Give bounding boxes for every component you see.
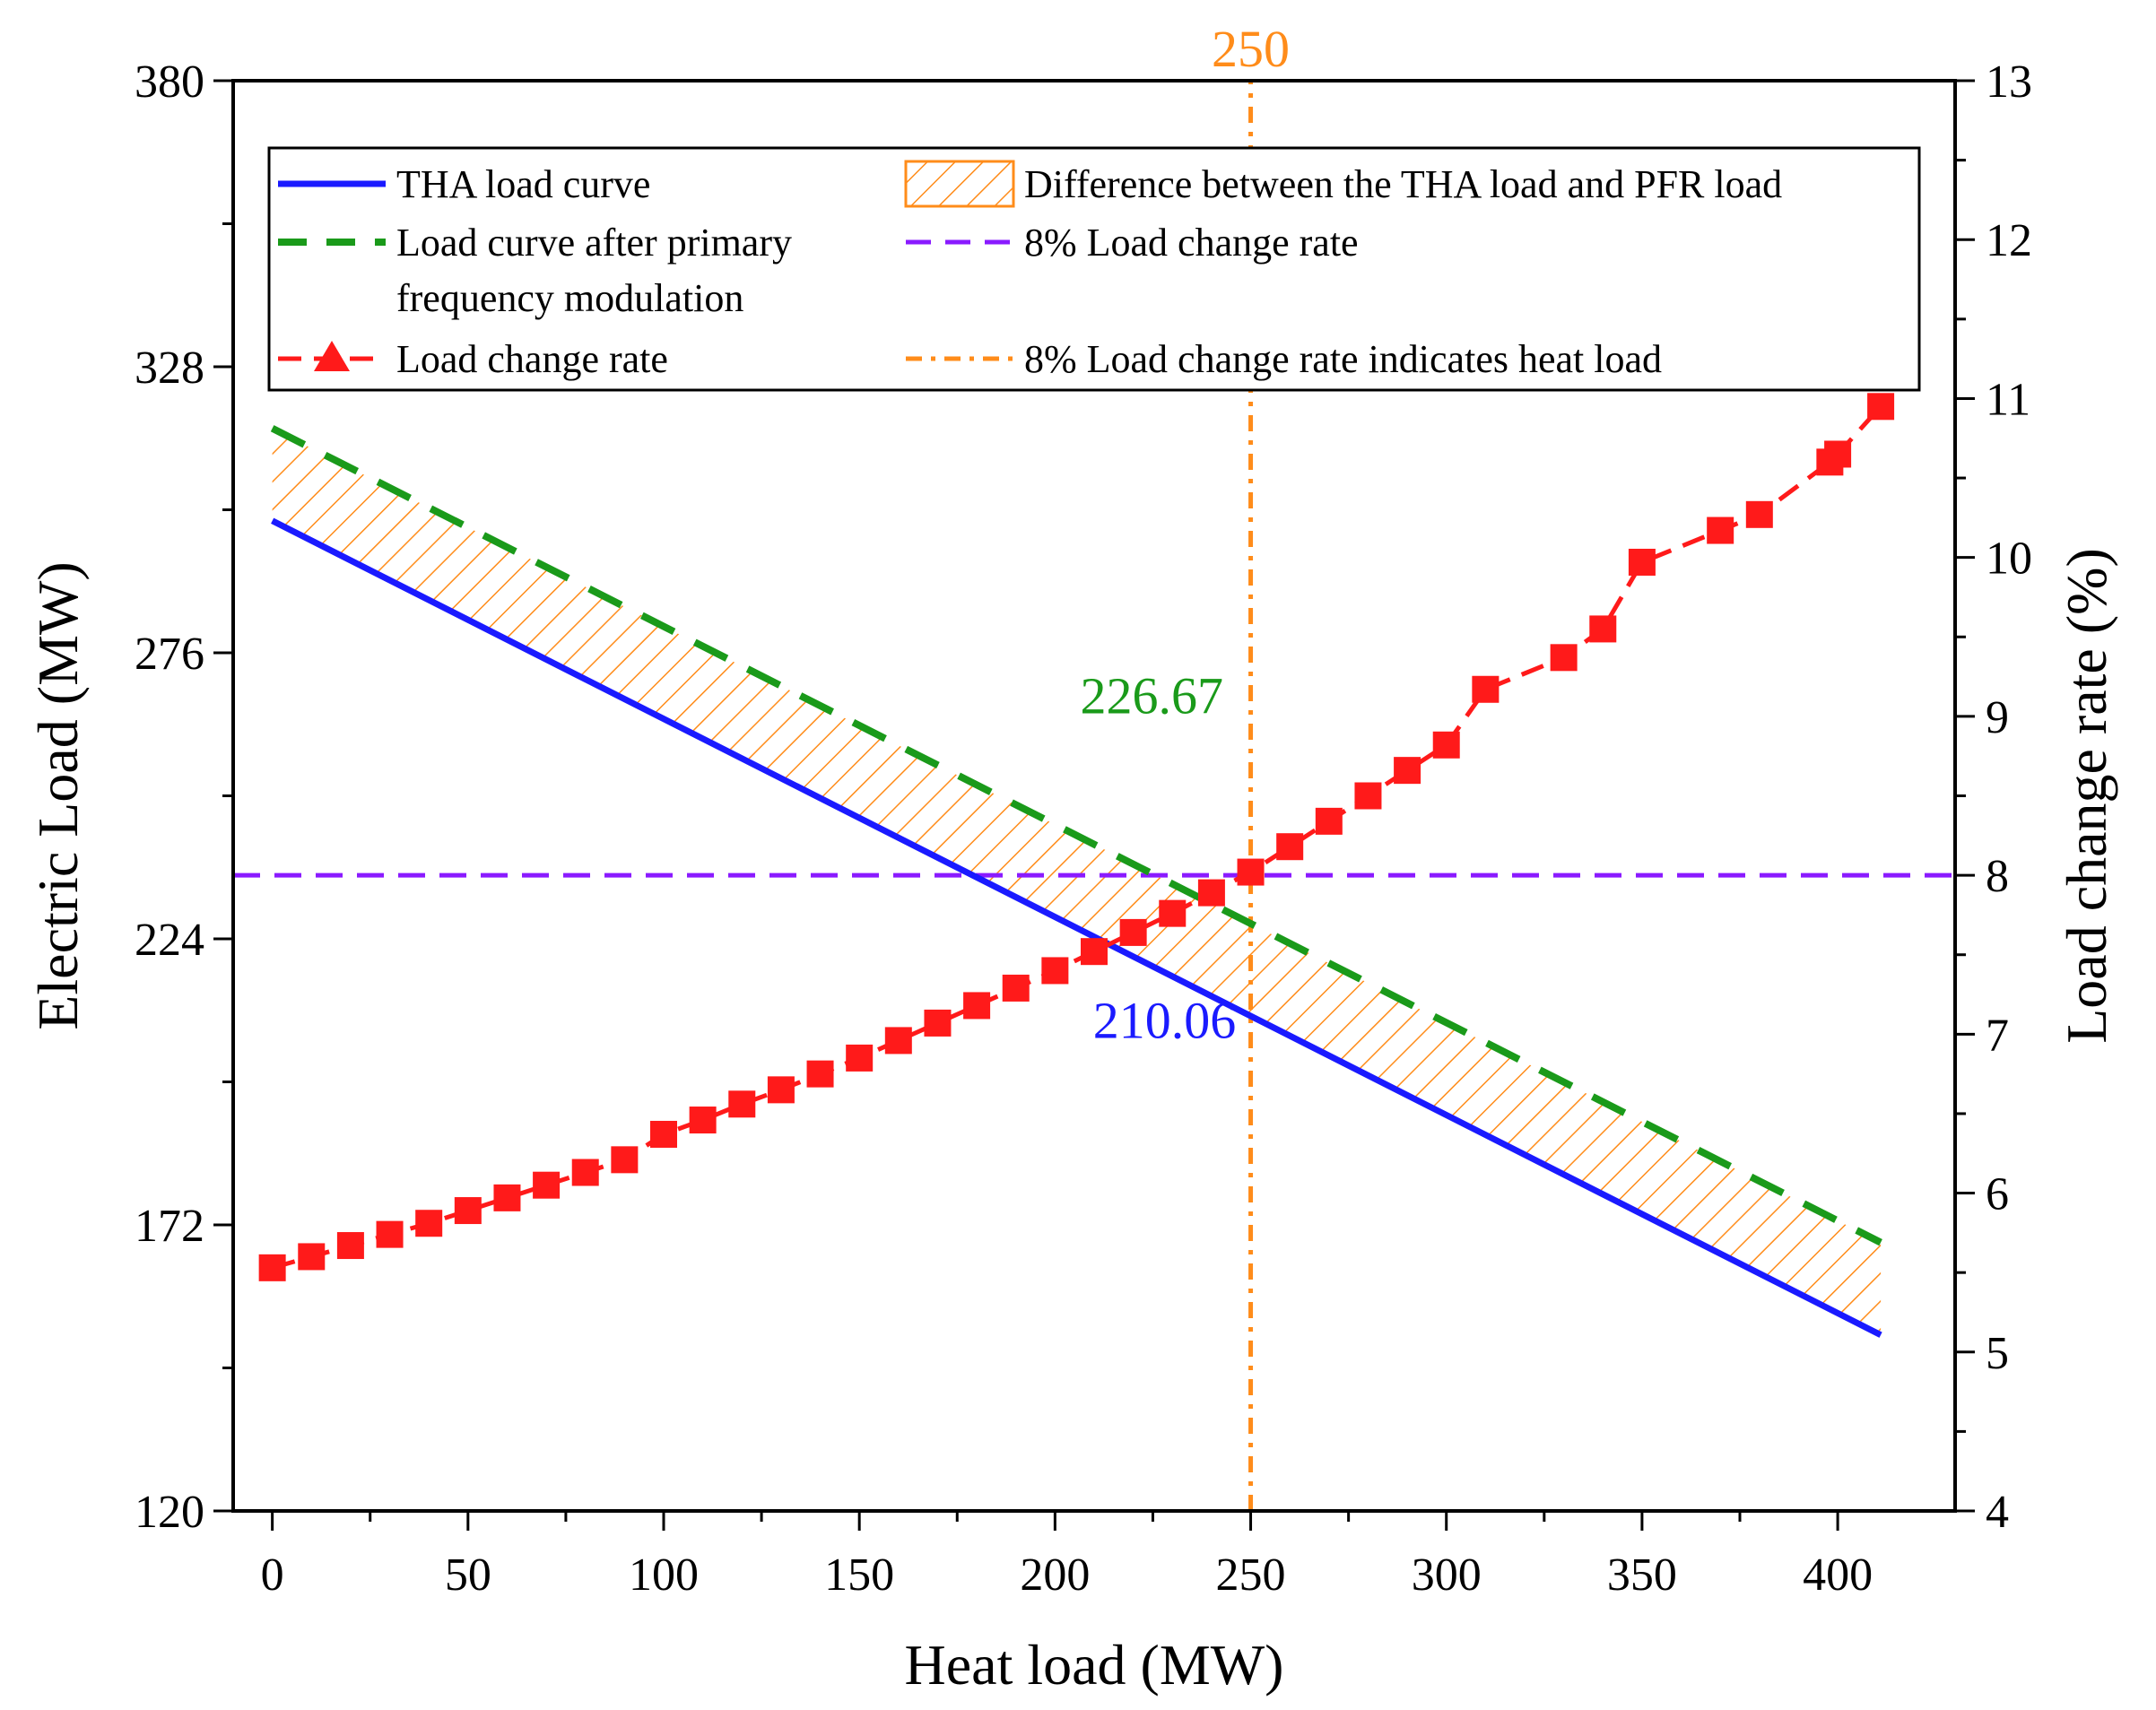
y-tick-label-120: 120 <box>135 1487 204 1538</box>
rate-point-36 <box>1745 500 1773 528</box>
legend-label-rate-8pct: 8% Load change rate <box>1024 221 1359 265</box>
x-tick-label-300: 300 <box>1412 1549 1482 1601</box>
legend-label-heat-250: 8% Load change rate indicates heat load <box>1024 337 1662 381</box>
y2-tick-label-11: 11 <box>1986 374 2030 425</box>
load-change-rate-line <box>271 404 1882 1271</box>
rate-point-21 <box>1081 938 1108 966</box>
rate-point-32 <box>1550 644 1578 672</box>
y2-tick-label-6: 6 <box>1986 1169 2009 1220</box>
rate-point-0 <box>258 1254 286 1281</box>
x-tick-label-0: 0 <box>261 1549 284 1601</box>
legend-label-tha: THA load curve <box>396 162 650 206</box>
rate-point-34 <box>1628 548 1656 576</box>
rate-point-24 <box>1197 879 1225 907</box>
y2-tick-label-8: 8 <box>1986 851 2009 902</box>
rate-point-13 <box>767 1076 795 1104</box>
legend-swatch-rate-marker <box>314 341 350 371</box>
x-tick-label-250: 250 <box>1216 1549 1286 1601</box>
rate-point-17 <box>924 1009 952 1037</box>
annotation-226-67: 226.67 <box>1081 666 1224 725</box>
rate-point-3 <box>376 1220 404 1248</box>
y2-tick-label-10: 10 <box>1986 534 2032 585</box>
y-tick-label-276: 276 <box>135 629 204 680</box>
difference-fill-area <box>272 428 1882 1335</box>
y-tick-label-380: 380 <box>135 56 204 108</box>
legend-label-difference: Difference between the THA load and PFR … <box>1024 162 1782 206</box>
annotation-210-06: 210.06 <box>1093 991 1237 1049</box>
rate-point-39 <box>1867 393 1895 421</box>
rate-point-14 <box>806 1060 834 1088</box>
rate-point-4 <box>415 1210 443 1237</box>
rate-point-28 <box>1354 782 1382 810</box>
y2-tick-label-5: 5 <box>1986 1328 2009 1379</box>
x-axis-title: Heat load (MW) <box>905 1633 1284 1697</box>
rate-point-18 <box>963 992 991 1020</box>
rate-point-15 <box>846 1044 874 1072</box>
rate-point-1 <box>298 1243 326 1271</box>
rate-point-12 <box>728 1090 756 1118</box>
y-tick-label-172: 172 <box>135 1201 204 1252</box>
rate-point-26 <box>1276 833 1304 861</box>
rate-point-10 <box>650 1120 677 1148</box>
x-tick-label-150: 150 <box>824 1549 894 1601</box>
y2-tick-label-13: 13 <box>1986 56 2032 108</box>
x-tick-label-100: 100 <box>629 1549 699 1601</box>
rate-point-7 <box>533 1171 561 1199</box>
rate-point-23 <box>1159 899 1187 927</box>
rate-point-16 <box>884 1027 912 1055</box>
y2-tick-label-4: 4 <box>1986 1487 2009 1538</box>
rate-point-9 <box>611 1146 639 1174</box>
rate-point-5 <box>454 1197 482 1225</box>
rate-point-19 <box>1002 974 1030 1002</box>
rate-point-6 <box>493 1184 521 1211</box>
rate-point-33 <box>1589 615 1617 643</box>
x-tick-label-350: 350 <box>1607 1549 1677 1601</box>
rate-point-20 <box>1041 957 1069 985</box>
y2-axis-title: Load change rate (%) <box>2055 548 2118 1044</box>
legend: THA load curve Difference between the THA… <box>267 146 1921 392</box>
x-tick-label-400: 400 <box>1803 1549 1873 1601</box>
legend-label-rate: Load change rate <box>396 337 668 381</box>
legend-swatch-difference <box>904 160 1015 208</box>
rate-point-31 <box>1472 675 1500 703</box>
rate-point-27 <box>1315 807 1343 835</box>
rate-point-8 <box>571 1159 599 1186</box>
tha-load-curve <box>271 517 1882 1338</box>
y2-tick-label-9: 9 <box>1986 692 2009 743</box>
rate-point-38 <box>1824 440 1852 468</box>
rate-point-35 <box>1707 516 1734 544</box>
x-tick-label-200: 200 <box>1020 1549 1090 1601</box>
pfr-load-curve <box>270 425 1882 1246</box>
annotation-250: 250 <box>1212 20 1290 78</box>
rate-point-2 <box>336 1232 364 1260</box>
y-tick-label-224: 224 <box>135 915 204 966</box>
rate-point-30 <box>1432 731 1460 759</box>
x-tick-label-50: 50 <box>445 1549 491 1601</box>
rate-point-22 <box>1119 918 1147 946</box>
rate-point-25 <box>1237 858 1265 886</box>
rate-point-11 <box>689 1107 717 1134</box>
y-axis-title: Electric Load (MW) <box>26 561 90 1029</box>
y2-tick-label-12: 12 <box>1986 215 2032 266</box>
y-tick-label-328: 328 <box>135 343 204 394</box>
y2-tick-label-7: 7 <box>1986 1010 2009 1061</box>
legend-box <box>267 146 1921 392</box>
legend-label-pfr: Load curve after primary frequency modula… <box>396 221 792 320</box>
rate-point-29 <box>1394 757 1421 785</box>
